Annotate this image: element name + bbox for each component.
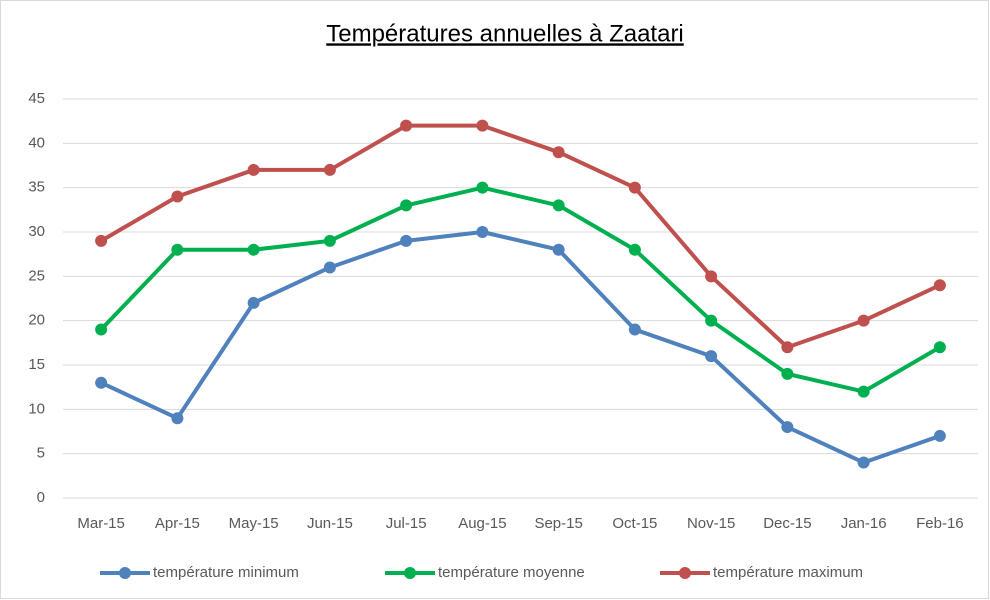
y-tick-label: 0: [37, 489, 45, 506]
x-tick-label: Feb-16: [916, 515, 964, 532]
x-tick-label: Oct-15: [612, 515, 657, 532]
data-point: [552, 146, 565, 159]
series-line: [99, 185, 941, 394]
data-point: [933, 429, 946, 442]
x-tick-label: Mar-15: [77, 515, 125, 532]
legend-label: température moyenne: [438, 564, 585, 581]
data-point: [95, 376, 108, 389]
data-point: [171, 243, 184, 256]
data-point: [247, 163, 260, 176]
x-tick-label: Sep-15: [534, 515, 582, 532]
data-point: [628, 243, 641, 256]
data-point: [705, 350, 718, 363]
x-tick-label: Dec-15: [763, 515, 811, 532]
data-point: [400, 234, 413, 247]
data-point: [323, 261, 336, 274]
data-point: [705, 270, 718, 283]
data-point: [857, 385, 870, 398]
data-point: [323, 234, 336, 247]
data-point: [628, 323, 641, 336]
y-tick-label: 45: [28, 90, 45, 107]
y-tick-label: 30: [28, 223, 45, 240]
series-line: [100, 230, 941, 465]
x-tick-label: Nov-15: [687, 515, 735, 532]
data-point: [781, 367, 794, 380]
y-tick-label: 15: [28, 356, 45, 373]
y-tick-label: 5: [37, 445, 45, 462]
data-point: [171, 190, 184, 203]
x-tick-label: May-15: [229, 515, 279, 532]
y-tick-label: 20: [28, 312, 45, 329]
y-tick-label: 25: [28, 267, 45, 284]
data-point: [857, 456, 870, 469]
data-point: [400, 199, 413, 212]
data-point: [552, 199, 565, 212]
data-point: [247, 296, 260, 309]
data-point: [476, 226, 489, 238]
legend-marker: [119, 567, 131, 579]
legend-marker: [404, 567, 416, 579]
legend-marker: [679, 567, 691, 579]
x-tick-label: Jan-16: [841, 515, 887, 532]
data-point: [705, 314, 718, 327]
data-point: [781, 421, 794, 434]
series-line: [100, 123, 941, 350]
data-point: [476, 119, 489, 132]
y-tick-label: 40: [28, 134, 45, 151]
x-tick-label: Aug-15: [458, 515, 506, 532]
data-point: [857, 314, 870, 327]
data-point: [781, 341, 794, 354]
data-point: [933, 279, 946, 292]
data-point: [552, 243, 565, 256]
data-point: [171, 412, 184, 425]
data-point: [933, 341, 946, 354]
data-point: [476, 181, 489, 194]
x-tick-label: Jul-15: [386, 515, 427, 532]
chart-title: Températures annuelles à Zaatari: [326, 20, 684, 47]
legend-label: température minimum: [153, 564, 299, 581]
data-point: [95, 323, 108, 336]
data-point: [247, 243, 260, 256]
data-point: [323, 163, 336, 176]
legend-label: température maximum: [713, 564, 863, 581]
y-tick-label: 35: [28, 179, 45, 196]
x-tick-label: Apr-15: [155, 515, 200, 532]
y-tick-label: 10: [28, 400, 45, 417]
x-tick-label: Jun-15: [307, 515, 353, 532]
data-point: [95, 234, 108, 247]
data-point: [400, 119, 413, 132]
data-point: [628, 181, 641, 194]
